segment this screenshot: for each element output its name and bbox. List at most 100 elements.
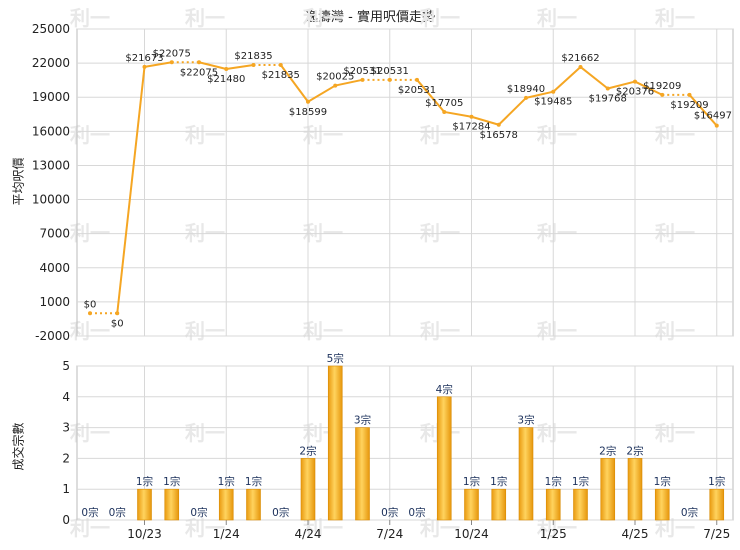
watermark-text: 利一 <box>185 319 225 343</box>
count-bar-label: 1宗 <box>218 475 235 488</box>
watermark-text: 利一 <box>303 6 343 30</box>
price-line-layer <box>88 60 719 316</box>
price-line-segment <box>144 61 172 68</box>
price-y-tick-label: 16000 <box>32 124 70 138</box>
watermark-text: 利一 <box>70 123 110 147</box>
watermark-text: 利一 <box>420 6 460 30</box>
price-line-segment <box>444 110 472 118</box>
price-point <box>333 83 338 88</box>
x-tick-label: 4/25 <box>622 527 649 541</box>
count-bar <box>327 365 343 521</box>
chart-title: 逸濤灣 - 實用呎價走勢 <box>305 10 435 25</box>
count-bar <box>300 458 316 521</box>
price-point-label: $20531 <box>371 66 409 77</box>
watermark-text: 利一 <box>655 319 695 343</box>
count-bar-label: 5宗 <box>327 352 344 365</box>
price-point <box>714 123 719 128</box>
count-bar-label: 1宗 <box>245 475 262 488</box>
price-line-segment <box>688 94 718 127</box>
count-bars <box>137 365 725 521</box>
watermark-text: 利一 <box>303 319 343 343</box>
count-y-tick-label: 3 <box>62 421 70 435</box>
price-point <box>251 62 256 67</box>
count-y-tick-label: 0 <box>62 513 70 527</box>
price-point <box>387 77 392 82</box>
x-tick-label: 4/24 <box>295 527 322 541</box>
x-tick-label: 7/24 <box>376 527 403 541</box>
price-y-tick-label: 10000 <box>32 193 70 207</box>
price-line-segment <box>307 84 336 103</box>
x-tick-label: 10/23 <box>127 527 162 541</box>
price-point <box>306 99 310 104</box>
price-y-tick-label: 7000 <box>39 227 70 241</box>
price-point <box>687 92 692 97</box>
price-point <box>578 64 583 69</box>
price-point-label: $17705 <box>425 98 463 109</box>
count-bar <box>573 488 588 521</box>
price-point-label: $16578 <box>480 130 518 141</box>
price-point-label: $20025 <box>316 72 354 83</box>
price-point <box>469 114 474 119</box>
count-bar-label: 1宗 <box>545 475 562 488</box>
count-bar-label: 0宗 <box>408 506 425 519</box>
watermark-text: 利一 <box>185 421 225 445</box>
count-bar <box>627 458 643 521</box>
count-bar <box>491 488 507 521</box>
count-bar-label: 0宗 <box>681 506 698 519</box>
count-bar-label: 1宗 <box>163 475 180 488</box>
count-bar-label: 0宗 <box>190 506 207 519</box>
price-point-label: $21480 <box>207 74 245 85</box>
watermark-text: 利一 <box>70 221 110 245</box>
count-bar-label: 3宗 <box>517 414 534 427</box>
price-line-segment <box>525 90 554 99</box>
watermark-text: 利一 <box>303 221 343 245</box>
watermark-text: 利一 <box>70 6 110 30</box>
watermark-text: 利一 <box>537 421 577 445</box>
price-line-segment <box>552 66 582 93</box>
price-y-tick-label: 19000 <box>32 90 70 104</box>
watermark-text: 利一 <box>303 123 343 147</box>
price-point-label: $21662 <box>561 53 599 64</box>
count-bar <box>518 427 534 521</box>
watermark-text: 利一 <box>70 319 110 343</box>
price-line-segment <box>634 80 663 96</box>
price-point <box>496 122 501 127</box>
count-bar-label: 1宗 <box>490 475 507 488</box>
price-point-label: $22075 <box>180 67 218 78</box>
watermark-text: 利一 <box>537 319 577 343</box>
price-y-tick-label: 4000 <box>39 261 70 275</box>
count-bar-label: 1宗 <box>136 475 153 488</box>
data-labels: 0宗 0宗 1宗 1宗 0宗 1宗 1宗 0宗 2宗 5宗 3宗 0宗 0宗 4宗 1宗 1宗 3宗 1宗 1宗 2宗… <box>81 48 732 519</box>
count-y-tick-label: 2 <box>62 451 70 465</box>
x-tick-label: 1/25 <box>540 527 567 541</box>
count-bar <box>218 488 234 521</box>
price-point <box>142 64 147 69</box>
watermark-text: 利一 <box>537 221 577 245</box>
x-tick-label: 1/24 <box>213 527 240 541</box>
price-point-label: $18940 <box>507 84 545 95</box>
price-point <box>442 109 447 114</box>
count-bar <box>355 427 370 521</box>
price-y-tick-label: 1000 <box>39 295 70 309</box>
price-point <box>360 77 365 82</box>
price-point-label: $20531 <box>343 66 381 77</box>
price-point-label: $21835 <box>262 70 300 81</box>
count-bar-label: 1宗 <box>708 475 725 488</box>
price-point-label: $17284 <box>452 122 490 133</box>
count-bar-label: 4宗 <box>436 383 453 396</box>
count-bar-label: 0宗 <box>81 506 98 519</box>
count-bar <box>246 488 261 521</box>
count-y-tick-label: 5 <box>62 359 70 373</box>
price-line-segment <box>498 97 527 126</box>
price-point-label: $20376 <box>616 87 654 98</box>
watermark-text: 利一 <box>185 221 225 245</box>
price-point <box>197 60 201 65</box>
price-line-segment <box>116 66 146 314</box>
count-bar-label: 1宗 <box>654 475 671 488</box>
price-point-label: $22075 <box>153 48 191 59</box>
count-bar <box>545 488 561 521</box>
price-point-label: $21673 <box>125 53 163 64</box>
count-bar-label: 0宗 <box>381 506 398 519</box>
price-point <box>88 311 92 316</box>
